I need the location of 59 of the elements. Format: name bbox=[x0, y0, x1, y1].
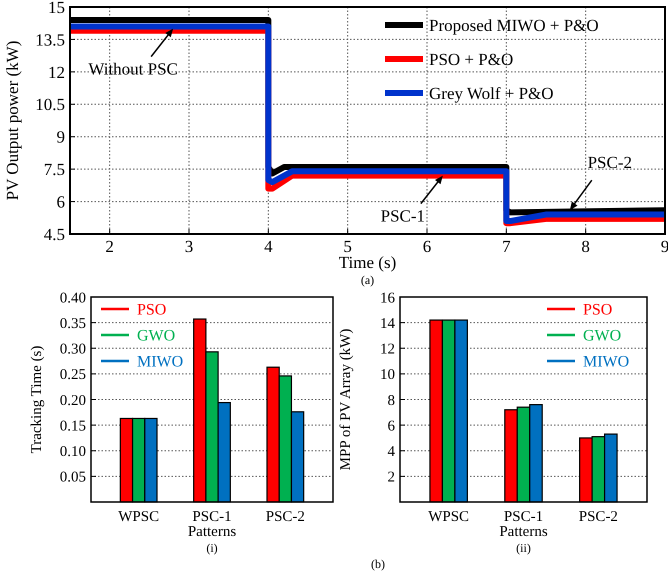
y-axis-title: MPP of PV Array (kW) bbox=[338, 328, 354, 470]
y-tick-label: 0.05 bbox=[60, 470, 86, 486]
y-tick-label: 15 bbox=[48, 0, 65, 17]
legend-label: PSO bbox=[137, 302, 166, 319]
text: (b) bbox=[371, 557, 385, 571]
y-tick-label: 12 bbox=[380, 342, 395, 358]
y-tick-label: 4.5 bbox=[44, 224, 65, 244]
x-tick-label: 2 bbox=[105, 237, 114, 256]
annotation: PSC-1 bbox=[380, 206, 426, 226]
x-tick-label: WPSC bbox=[428, 509, 470, 525]
y-tick-label: 9 bbox=[56, 128, 65, 147]
legend-label: PSO bbox=[583, 302, 612, 319]
y-tick-label: 6 bbox=[56, 192, 65, 212]
x-tick-label: PSC-1 bbox=[192, 509, 232, 525]
x-axis-title: Patterns bbox=[499, 524, 548, 540]
y-tick-label: 4 bbox=[388, 444, 396, 460]
x-tick-label: PSC-1 bbox=[504, 509, 544, 525]
y-tick-label: 12 bbox=[48, 62, 65, 82]
x-tick-label: 8 bbox=[581, 237, 590, 256]
text: (a) bbox=[360, 273, 374, 287]
x-tick-label: 4 bbox=[264, 237, 274, 256]
y-tick-label: 10.5 bbox=[35, 95, 65, 114]
y-tick-label: 14 bbox=[380, 316, 396, 332]
x-tick-label: 7 bbox=[502, 237, 512, 256]
y-tick-label: 0.30 bbox=[60, 342, 86, 358]
x-axis-title: Patterns bbox=[188, 524, 236, 540]
y-tick-label: 13.5 bbox=[35, 30, 65, 50]
x-tick-label: 3 bbox=[184, 237, 194, 256]
annotation: Without PSC bbox=[88, 60, 178, 79]
x-axis-title: Time (s) bbox=[338, 253, 396, 272]
text: (ii) bbox=[516, 541, 531, 555]
legend-label: GWO bbox=[137, 328, 176, 345]
y-tick-label: 16 bbox=[380, 290, 396, 306]
y-tick-label: 7.5 bbox=[44, 160, 65, 180]
legend-label: PSO + P&O bbox=[429, 50, 514, 69]
legend-label: MIWO bbox=[137, 354, 184, 371]
y-axis-title: Tracking Time (s) bbox=[29, 346, 45, 454]
x-tick-label: WPSC bbox=[118, 509, 160, 525]
x-tick-label: 5 bbox=[343, 237, 352, 256]
y-tick-label: 0.40 bbox=[60, 290, 86, 306]
annotation: PSC-2 bbox=[588, 153, 632, 172]
y-tick-label: 0.10 bbox=[60, 444, 86, 460]
y-tick-label: 10 bbox=[380, 367, 395, 384]
y-tick-label: 0.15 bbox=[60, 418, 86, 434]
x-tick-label: PSC-2 bbox=[266, 509, 305, 525]
y-tick-label: 0.20 bbox=[60, 392, 86, 409]
y-tick-label: 6 bbox=[388, 418, 396, 434]
y-tick-label: 0.35 bbox=[60, 316, 86, 332]
x-tick-label: 6 bbox=[422, 237, 432, 256]
x-tick-label: PSC-2 bbox=[578, 509, 618, 525]
text: (i) bbox=[206, 541, 218, 555]
legend-label: Grey Wolf + P&O bbox=[429, 84, 554, 103]
legend-label: Proposed MIWO + P&O bbox=[429, 16, 599, 35]
y-tick-label: 2 bbox=[388, 470, 395, 486]
legend-label: MIWO bbox=[583, 354, 630, 371]
y-tick-label: 8 bbox=[388, 392, 395, 409]
y-tick-label: 0.25 bbox=[60, 367, 86, 384]
legend-label: GWO bbox=[583, 328, 622, 345]
y-axis-title: PV Output power (kW) bbox=[3, 40, 22, 200]
